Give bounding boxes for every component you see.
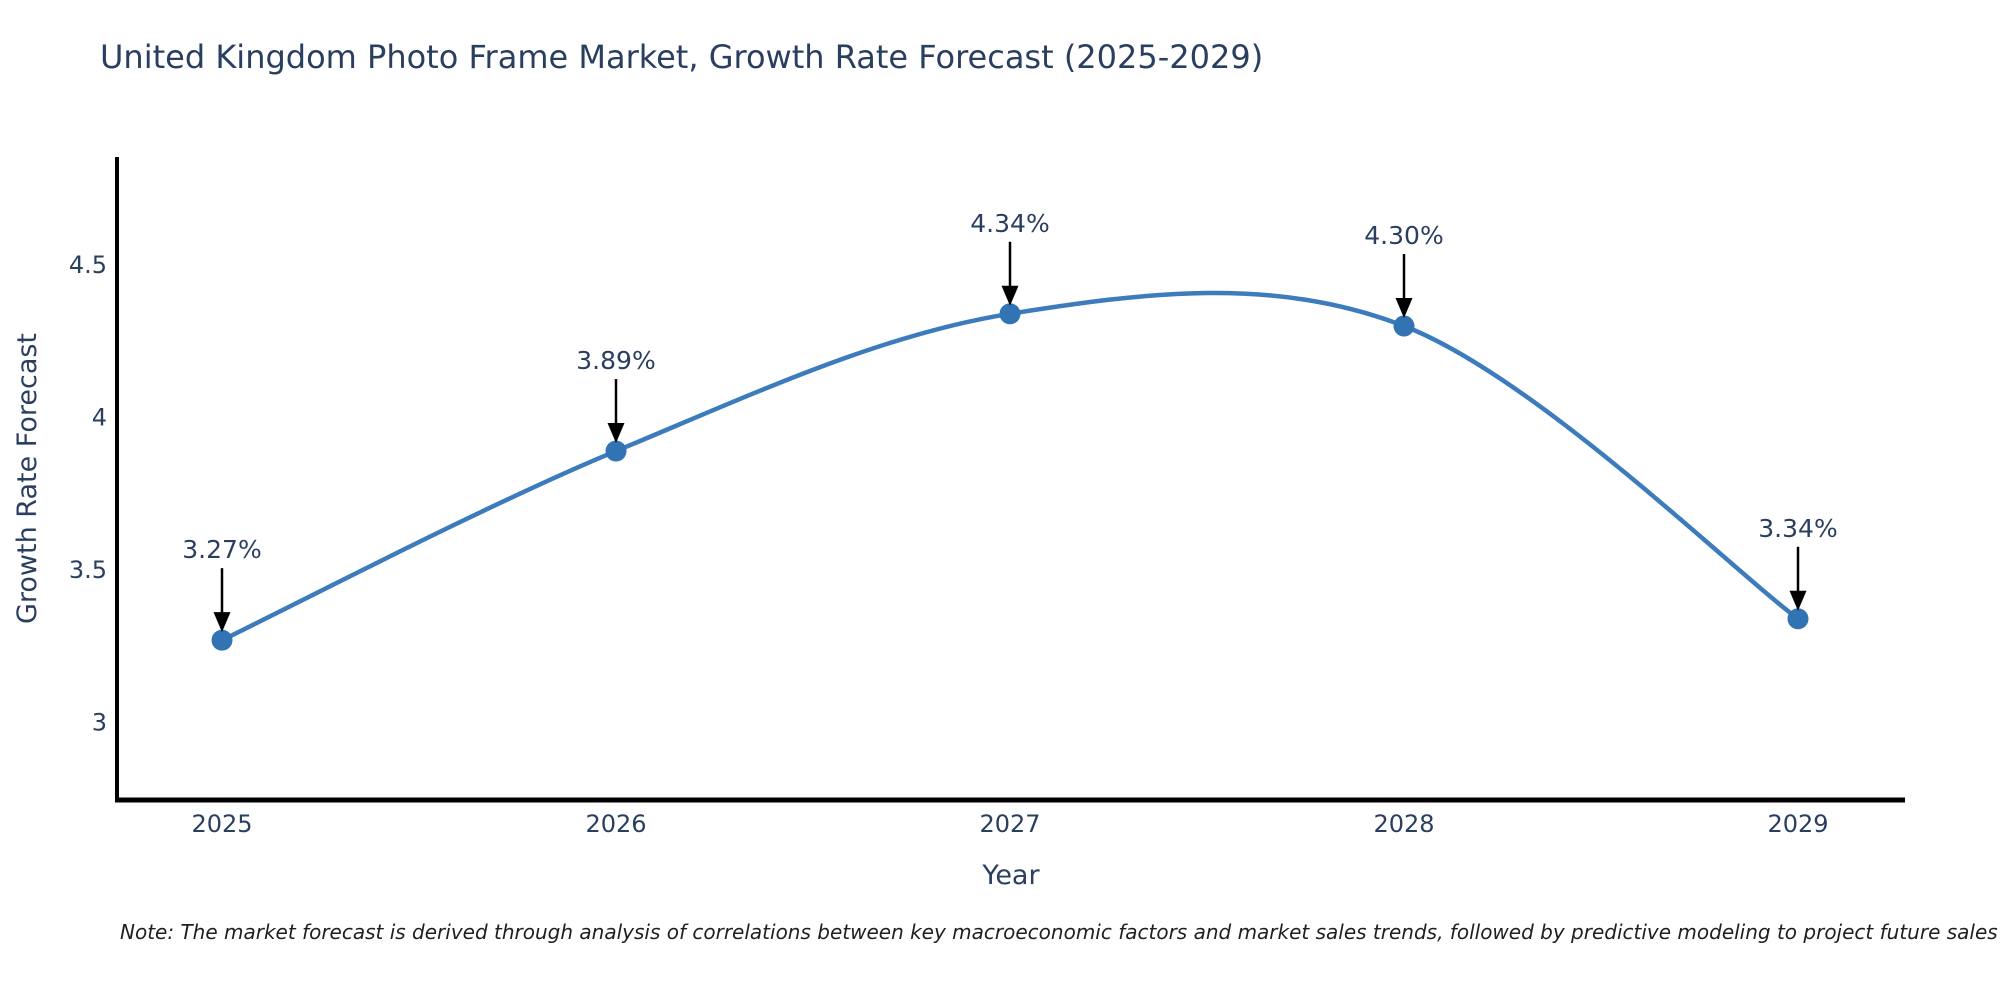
x-tick-label: 2025 [191, 810, 252, 838]
annotation-arrow-head [1001, 285, 1019, 306]
data-point-label: 4.30% [1364, 221, 1443, 250]
x-tick-label: 2026 [585, 810, 646, 838]
data-point [211, 629, 233, 651]
annotation-arrow-head [213, 612, 231, 633]
data-point [999, 303, 1021, 325]
data-point [1787, 608, 1809, 630]
data-point [1393, 315, 1415, 337]
data-point-label: 4.34% [970, 209, 1049, 238]
y-tick-label: 3.5 [69, 556, 107, 584]
chart-title: United Kingdom Photo Frame Market, Growt… [100, 38, 1264, 76]
x-tick-label: 2028 [1373, 810, 1434, 838]
data-point-label: 3.89% [576, 346, 655, 375]
annotation-arrow-head [1395, 298, 1413, 318]
forecast-line [219, 290, 1801, 643]
annotation-arrow-head [607, 423, 625, 444]
y-axis-title: Growth Rate Forecast [12, 333, 43, 624]
x-axis-title: Year [981, 860, 1040, 891]
y-tick-label: 4.5 [69, 251, 107, 279]
x-tick-label: 2027 [979, 810, 1040, 838]
annotation-arrow-head [1789, 590, 1807, 611]
y-tick-label: 3 [92, 709, 107, 737]
x-tick-label: 2029 [1767, 810, 1828, 838]
data-point-label: 3.27% [182, 535, 261, 564]
data-point [605, 440, 627, 462]
data-point-label: 3.34% [1758, 514, 1837, 543]
chart-footnote: Note: The market forecast is derived thr… [120, 920, 1998, 944]
y-tick-label: 4 [92, 404, 107, 432]
